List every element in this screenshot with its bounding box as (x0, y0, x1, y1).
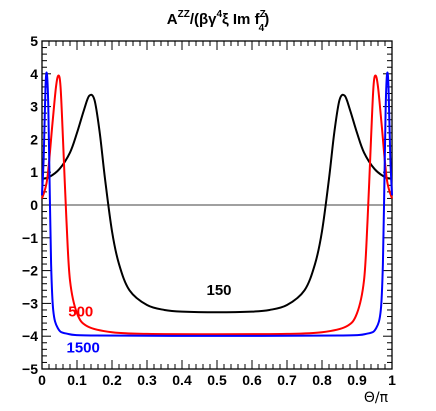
curve-1500 (41, 71, 393, 337)
title-sub3: 4 (259, 23, 265, 34)
y-tick-label: 2 (30, 131, 38, 147)
x-tick-label: 0.5 (207, 372, 227, 388)
curve-500 (41, 74, 393, 336)
curve-150 (41, 93, 393, 314)
y-ticks: 5 4 3 2 1 0 −1 −2 −3 −4 −5 (22, 33, 392, 377)
title-mid2: ξ Im f (222, 11, 261, 28)
x-axis-label: Θ/π (364, 390, 389, 406)
title-sup1: ZZ (178, 9, 190, 20)
title-mid1: /(βγ (190, 11, 217, 28)
x-tick-label: 0.3 (137, 372, 157, 388)
x-ticks: 0 0.1 0.2 0.3 0.4 0.5 0.6 0.7 0.8 0.9 1 (38, 41, 396, 388)
x-tick-label: 0.7 (277, 372, 297, 388)
y-tick-label: −3 (22, 295, 38, 311)
curve-labels: 150 500 1500 (67, 282, 232, 356)
label-500: 500 (68, 304, 93, 321)
label-1500: 1500 (67, 340, 100, 357)
x-tick-label: 0.9 (347, 372, 367, 388)
y-tick-label: 0 (30, 197, 38, 213)
x-tick-label: 0.4 (172, 372, 192, 388)
x-tick-label: 0.1 (67, 372, 87, 388)
title-sup3: Z (260, 9, 266, 20)
x-tick-label: 1 (388, 372, 396, 388)
curves (41, 71, 393, 337)
label-150: 150 (207, 282, 232, 299)
title-sup2: 4 (216, 9, 222, 20)
y-tick-label: 3 (30, 99, 38, 115)
chart-title: AZZ/(βγ4ξ Im fZ 4) (167, 9, 269, 34)
x-tick-label: 0.2 (102, 372, 122, 388)
y-tick-label: −2 (22, 263, 38, 279)
y-tick-label: −4 (22, 328, 38, 344)
y-tick-label: 1 (30, 164, 38, 180)
y-tick-label: −5 (22, 361, 38, 377)
x-tick-label: 0.6 (242, 372, 262, 388)
x-tick-label: 0 (38, 372, 46, 388)
y-tick-label: −1 (22, 230, 38, 246)
title-base: A (167, 11, 178, 28)
y-tick-label: 5 (30, 33, 38, 49)
title-end: ) (264, 11, 269, 28)
y-tick-label: 4 (30, 66, 38, 82)
x-tick-label: 0.8 (312, 372, 332, 388)
